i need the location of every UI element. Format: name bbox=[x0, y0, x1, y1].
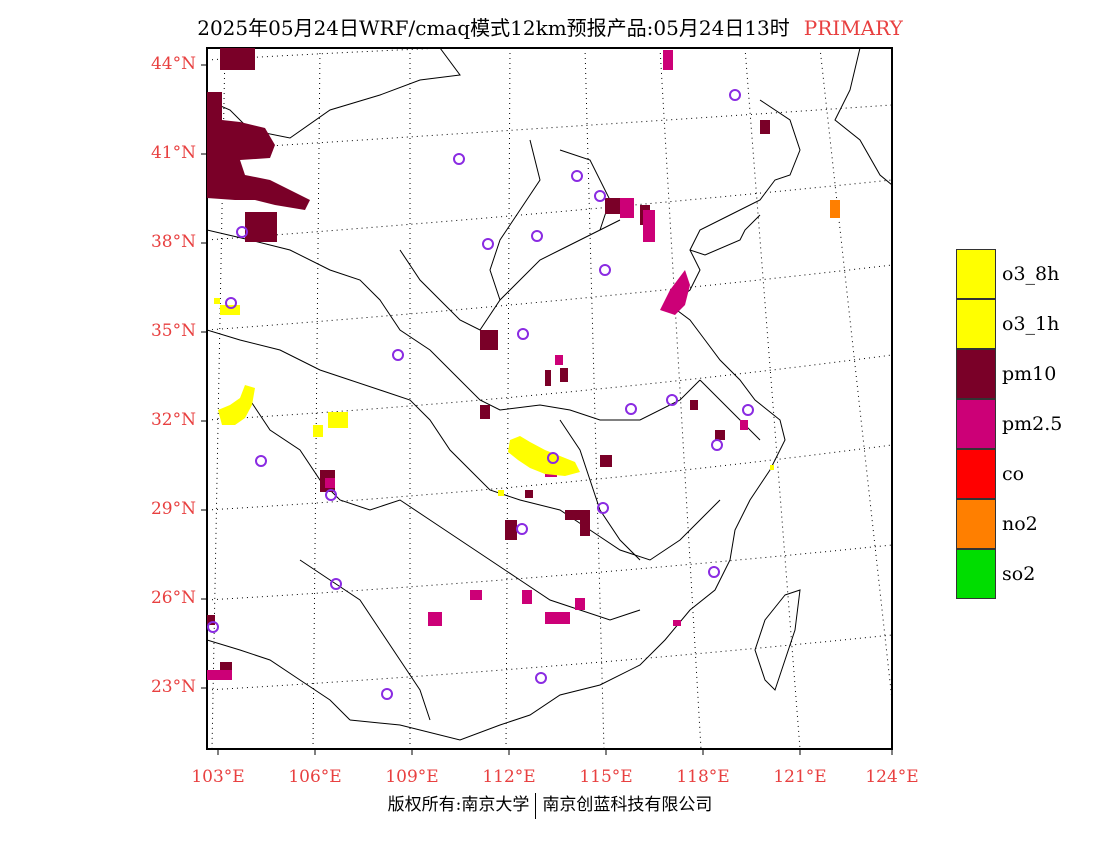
title-main: 2025年05月24日WRF/cmaq模式12km预报产品:05月24日13时 bbox=[197, 16, 790, 40]
legend-label: o3_8h bbox=[1002, 263, 1060, 285]
legend-swatch bbox=[956, 399, 996, 449]
lon-label: 118°E bbox=[676, 767, 730, 787]
footer-separator bbox=[535, 792, 537, 819]
legend-label: co bbox=[1002, 463, 1025, 485]
legend-swatch bbox=[956, 249, 996, 299]
footer-credit: 版权所有:南京大学 南京创蓝科技有限公司 bbox=[0, 790, 1100, 819]
legend-label: o3_1h bbox=[1002, 313, 1060, 335]
lon-label: 115°E bbox=[579, 767, 633, 787]
lon-label: 109°E bbox=[385, 767, 439, 787]
legend-swatch bbox=[956, 349, 996, 399]
legend-label: pm2.5 bbox=[1002, 413, 1063, 435]
no2-area bbox=[830, 200, 840, 218]
lon-label: 121°E bbox=[773, 767, 827, 787]
lat-label: 26°N bbox=[150, 588, 196, 608]
title-tag: PRIMARY bbox=[803, 16, 903, 40]
pm25-areas bbox=[207, 50, 748, 680]
chart-title: 2025年05月24日WRF/cmaq模式12km预报产品:05月24日13时 P… bbox=[0, 12, 1100, 41]
lat-label: 23°N bbox=[150, 677, 196, 697]
legend-swatch bbox=[956, 449, 996, 499]
legend-label: no2 bbox=[1002, 513, 1038, 535]
footer-right: 南京创蓝科技有限公司 bbox=[542, 795, 713, 815]
legend-label: pm10 bbox=[1002, 363, 1057, 385]
legend-swatch bbox=[956, 499, 996, 549]
lon-label: 124°E bbox=[865, 767, 919, 787]
o3-areas bbox=[214, 298, 774, 496]
graticule bbox=[207, 48, 892, 749]
lon-label: 112°E bbox=[482, 767, 536, 787]
station-markers bbox=[207, 89, 754, 700]
lon-label: 103°E bbox=[191, 767, 245, 787]
legend-swatch bbox=[956, 299, 996, 349]
lat-label: 38°N bbox=[150, 232, 196, 252]
lat-label: 35°N bbox=[150, 321, 196, 341]
lat-label: 44°N bbox=[150, 54, 196, 74]
lat-label: 41°N bbox=[150, 143, 196, 163]
legend-label: so2 bbox=[1002, 563, 1036, 585]
lat-label: 32°N bbox=[150, 410, 196, 430]
lon-label: 106°E bbox=[288, 767, 342, 787]
boundaries bbox=[207, 48, 892, 741]
footer-left: 版权所有:南京大学 bbox=[387, 795, 530, 815]
map-frame bbox=[206, 47, 893, 750]
lat-label: 29°N bbox=[150, 499, 196, 519]
legend-swatch bbox=[956, 549, 996, 599]
tick-marks bbox=[201, 64, 893, 755]
